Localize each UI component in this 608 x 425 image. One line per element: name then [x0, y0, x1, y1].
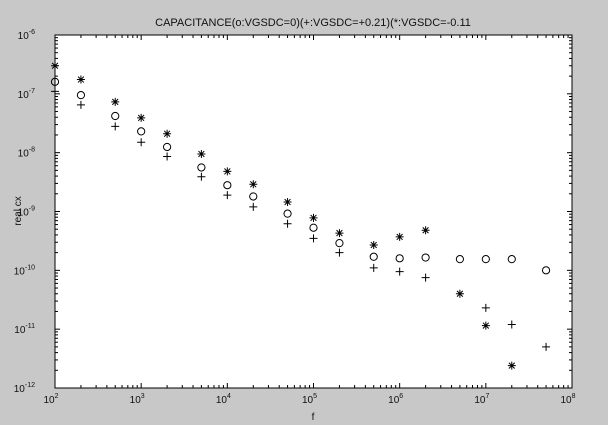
- data-point-plus: [309, 234, 318, 243]
- data-point-circle: [541, 266, 551, 275]
- y-tick-label: 10-11: [14, 323, 35, 336]
- data-point-circle: [76, 91, 86, 100]
- x-tick-label: 107: [474, 393, 489, 406]
- data-point-star: [249, 180, 258, 189]
- data-point-plus: [249, 202, 258, 211]
- data-point-circle: [283, 209, 292, 218]
- x-tick-label: 105: [302, 393, 317, 406]
- x-tick-label: 106: [388, 393, 403, 406]
- data-point-plus: [481, 303, 490, 312]
- data-point-star: [395, 232, 404, 241]
- data-point-plus: [111, 122, 120, 131]
- data-point-star: [111, 97, 120, 106]
- data-point-plus: [223, 191, 232, 200]
- data-point-circle: [249, 192, 258, 201]
- data-point-star: [455, 289, 464, 298]
- data-point-star: [283, 198, 292, 207]
- data-point-star: [369, 240, 378, 249]
- data-point-plus: [369, 263, 378, 272]
- data-point-star: [309, 213, 318, 222]
- y-tick-label: 10-10: [14, 264, 35, 277]
- y-tick-label: 10-12: [14, 382, 35, 395]
- data-point-plus: [197, 172, 206, 181]
- plot-area: [54, 34, 573, 389]
- x-tick-label: 108: [560, 393, 575, 406]
- data-point-circle: [309, 223, 318, 232]
- data-point-star: [197, 149, 206, 158]
- data-point-plus: [51, 87, 59, 96]
- y-tick-label: 10-8: [18, 147, 35, 160]
- x-tick-label: 103: [130, 393, 145, 406]
- data-point-plus: [137, 138, 146, 147]
- data-point-circle: [197, 163, 206, 172]
- data-point-circle: [137, 127, 146, 136]
- x-axis-label: f: [312, 412, 315, 423]
- data-point-plus: [421, 273, 430, 282]
- data-point-plus: [542, 342, 551, 351]
- data-point-plus: [507, 320, 516, 329]
- data-markers: [50, 61, 551, 370]
- data-point-circle: [111, 111, 120, 121]
- y-axis-label: real cx: [13, 196, 24, 225]
- data-point-circle: [163, 142, 172, 152]
- data-point-circle: [335, 239, 344, 248]
- data-point-star: [223, 167, 232, 176]
- y-tick-label: 10-7: [18, 88, 35, 101]
- data-point-circle: [223, 181, 232, 190]
- data-point-plus: [335, 248, 344, 257]
- y-tick-label: 10-6: [18, 29, 35, 42]
- data-point-circle: [455, 255, 464, 264]
- data-point-circle: [395, 254, 404, 263]
- data-point-star: [137, 113, 146, 122]
- data-point-star: [507, 361, 516, 370]
- data-point-star: [335, 229, 344, 238]
- data-point-star: [51, 61, 59, 70]
- data-point-plus: [283, 219, 292, 228]
- data-point-star: [163, 129, 172, 138]
- axis-ticks: 102 103 104 105 106 107 108 10-12 10-11 10-10 10-9…: [14, 29, 576, 406]
- chart-title: CAPACITANCE(o:VGSDC=0)(+:VGSDC=+0.21)(*:…: [155, 17, 471, 29]
- data-point-circle: [50, 77, 60, 86]
- data-point-plus: [163, 152, 172, 161]
- data-point-circle: [369, 252, 378, 261]
- x-tick-label: 104: [216, 393, 231, 406]
- x-tick-label: 102: [43, 393, 58, 406]
- data-point-star: [481, 321, 490, 330]
- data-point-star: [76, 75, 85, 84]
- data-point-circle: [481, 255, 490, 264]
- data-point-plus: [395, 267, 404, 276]
- y-tick-label: 10-9: [18, 206, 35, 219]
- data-point-circle: [507, 255, 516, 264]
- data-point-star: [421, 226, 430, 235]
- data-point-plus: [76, 100, 85, 109]
- data-point-circle: [421, 253, 430, 262]
